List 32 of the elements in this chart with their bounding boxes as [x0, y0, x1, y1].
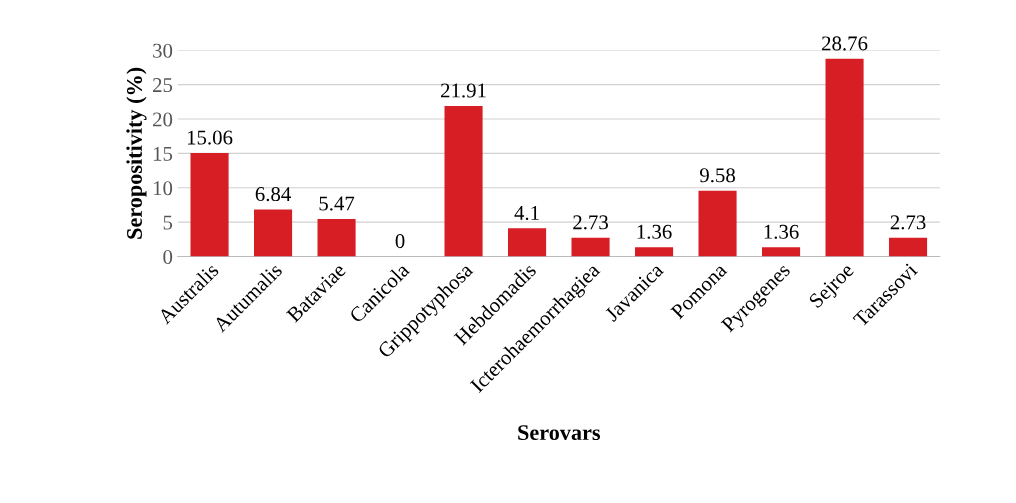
data-label: 4.1: [514, 205, 539, 221]
bar: [190, 153, 229, 257]
y-tick-label: 20: [153, 112, 173, 127]
bar: [698, 190, 737, 257]
data-label: 2.73: [890, 215, 926, 230]
data-label: 1.36: [764, 224, 799, 239]
bar: [635, 247, 674, 257]
data-label: 0: [395, 234, 405, 249]
bar: [571, 237, 610, 257]
data-label: 9.58: [699, 168, 735, 183]
bar: [762, 247, 801, 257]
data-label: 6.84: [255, 187, 291, 202]
bar: [317, 218, 356, 257]
y-tick-label: 25: [153, 78, 173, 93]
y-tick-label: 5: [163, 215, 173, 230]
y-tick-label: 15: [153, 146, 173, 161]
data-label: 5.47: [319, 196, 355, 211]
bar: [508, 228, 547, 257]
bar: [825, 58, 864, 257]
data-label: 21.91: [441, 83, 486, 98]
data-label: 28.76: [822, 36, 868, 51]
y-tick-label: 30: [153, 43, 173, 58]
bar: [889, 237, 928, 257]
x-axis-title: Serovars: [518, 425, 601, 441]
y-tick-label: 10: [153, 181, 173, 196]
data-label: 15.06: [187, 130, 233, 145]
y-tick-label: 0: [163, 249, 173, 264]
data-label: 1.36: [637, 224, 672, 239]
bar: [254, 209, 293, 257]
bar: [444, 105, 483, 257]
data-label: 2.73: [573, 215, 608, 230]
y-axis-title: Seropositivity (%): [126, 67, 147, 239]
